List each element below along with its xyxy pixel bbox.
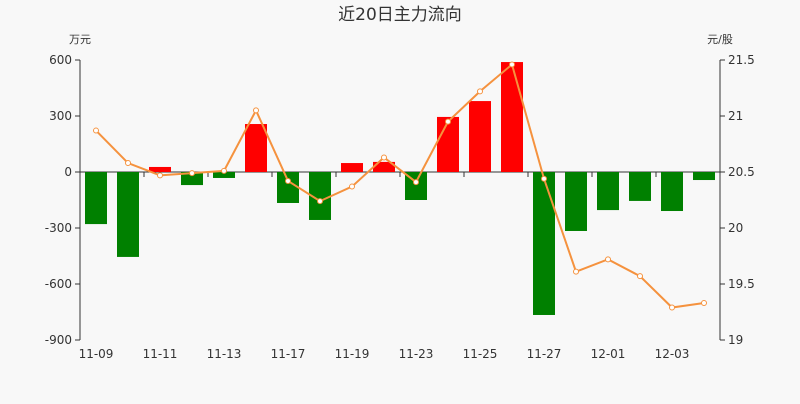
- price-point: [637, 273, 643, 280]
- left-tick-label: 300: [49, 109, 72, 123]
- flow-bar: [181, 172, 203, 186]
- price-point: [285, 177, 291, 184]
- flow-bar: [245, 124, 267, 172]
- flow-bar: [277, 172, 299, 203]
- price-point: [573, 268, 579, 275]
- flow-bar: [501, 62, 523, 173]
- left-tick-label: -300: [45, 221, 72, 235]
- price-point: [445, 118, 451, 125]
- right-tick-label: 21.5: [728, 53, 755, 67]
- price-point: [701, 300, 707, 307]
- left-tick-label: 600: [49, 53, 72, 67]
- flow-bar: [597, 172, 619, 211]
- price-point: [317, 198, 323, 205]
- flow-bar: [213, 172, 235, 178]
- price-point: [477, 88, 483, 95]
- flow-bar: [309, 172, 331, 220]
- flow-bar: [693, 172, 715, 181]
- right-tick-label: 19.5: [728, 277, 755, 291]
- right-tick-label: 19: [728, 333, 743, 347]
- price-point: [349, 183, 355, 190]
- x-tick-label: 11-25: [463, 347, 498, 361]
- flow-bar: [629, 172, 651, 201]
- right-axis-unit: 元/股: [707, 33, 733, 46]
- flow-bar: [117, 172, 139, 257]
- right-tick-label: 20.5: [728, 165, 755, 179]
- flow-bar: [85, 172, 107, 225]
- price-point: [253, 107, 259, 114]
- price-point: [541, 175, 547, 182]
- x-tick-label: 11-19: [335, 347, 370, 361]
- price-point: [189, 170, 195, 177]
- flow-bar: [661, 172, 683, 212]
- flow-bar: [565, 172, 587, 231]
- x-tick-label: 11-27: [527, 347, 562, 361]
- price-point: [669, 304, 675, 311]
- flow-bar: [469, 101, 491, 172]
- price-point: [157, 172, 163, 179]
- price-point: [509, 61, 515, 68]
- price-line: [95, 62, 705, 309]
- x-tick-label: 11-13: [207, 347, 242, 361]
- x-tick-label: 11-11: [143, 347, 178, 361]
- price-point: [381, 154, 387, 161]
- right-tick-label: 20: [728, 221, 743, 235]
- price-point: [125, 160, 131, 167]
- x-tick-label: 11-17: [271, 347, 306, 361]
- price-point: [605, 256, 611, 263]
- left-tick-label: 0: [64, 165, 72, 179]
- flow-bar: [149, 166, 171, 172]
- chart-title: 近20日主力流向: [338, 5, 462, 25]
- x-tick-label: 11-23: [399, 347, 434, 361]
- price-point: [221, 167, 227, 174]
- flow-bar: [437, 116, 459, 172]
- x-tick-label: 11-09: [79, 347, 114, 361]
- left-tick-label: -600: [45, 277, 72, 291]
- flow-bar: [373, 161, 395, 172]
- price-point: [413, 179, 419, 186]
- flow-bar: [341, 163, 363, 172]
- left-tick-label: -900: [45, 333, 72, 347]
- x-tick-label: 12-01: [591, 347, 626, 361]
- price-point: [93, 127, 99, 134]
- x-tick-label: 12-03: [655, 347, 690, 361]
- left-axis-unit: 万元: [69, 33, 91, 46]
- right-tick-label: 21: [728, 109, 743, 123]
- flow-bar: [533, 172, 555, 315]
